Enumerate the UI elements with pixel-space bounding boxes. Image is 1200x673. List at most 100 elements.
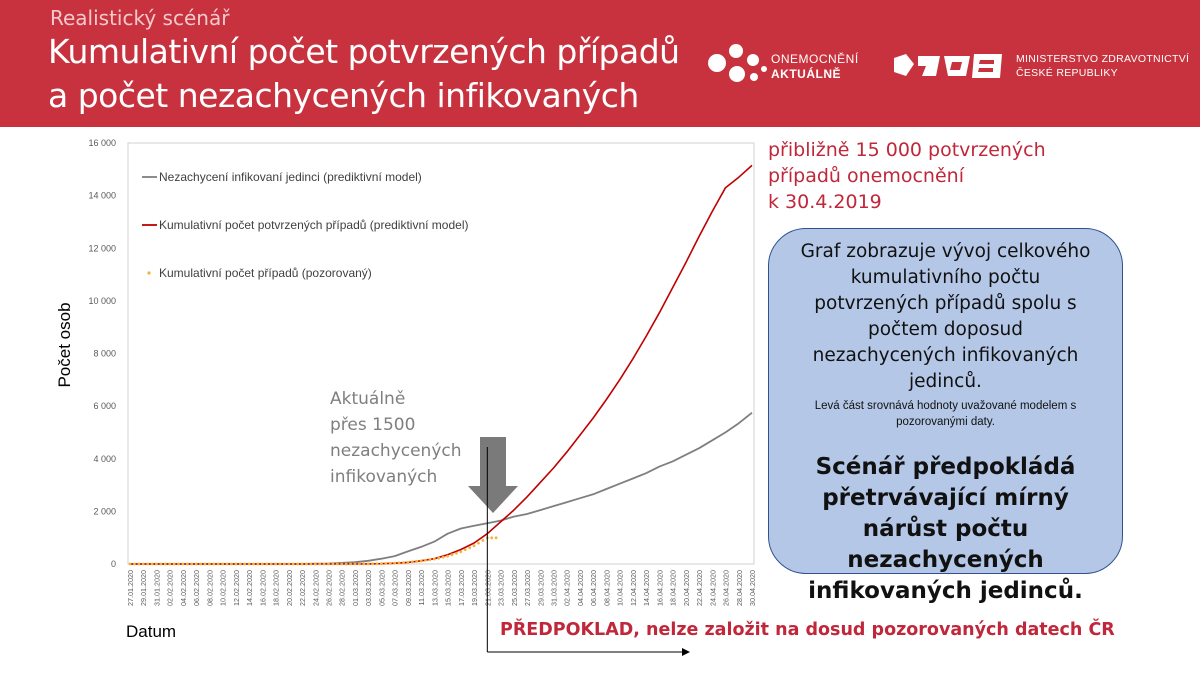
cumulative-cases-chart: 0 2 000 4 000 6 000 8 000 10 000 12 000 14 000 1… [55, 138, 757, 656]
slide-title-line1: Kumulativní počet potvrzených případů [48, 32, 680, 71]
observed-point [428, 558, 432, 562]
observed-point [455, 551, 458, 555]
observed-point [177, 562, 180, 566]
observed-point [450, 553, 454, 557]
down-arrow-icon [468, 437, 518, 513]
x-tick-label: 20.04.2020 [682, 570, 691, 606]
observed-point [459, 550, 463, 554]
observed-point [243, 562, 247, 566]
x-tick-label: 12.02.2020 [232, 570, 241, 606]
x-tick-label: 19.03.2020 [470, 570, 479, 606]
observed-point [208, 562, 211, 566]
observed-point [203, 562, 207, 566]
x-tick-label: 27.01.2020 [126, 570, 135, 606]
x-tick-label: 04.04.2020 [576, 570, 585, 606]
forecast-annotation: přibližně 15 000 potvrzených případů one… [768, 139, 1046, 213]
observed-point [269, 562, 273, 566]
y-tick-label: 12 000 [88, 243, 116, 253]
undetected-series-line [130, 411, 753, 565]
x-tick-label: 22.02.2020 [298, 570, 307, 606]
observed-point [402, 561, 405, 565]
legend-confirmed-model-label: Kumulativní počet potvrzených případů (p… [159, 218, 469, 232]
x-tick-label: 08.04.2020 [602, 570, 611, 606]
x-tick-label: 24.02.2020 [311, 570, 320, 606]
x-tick-label: 26.04.2020 [722, 570, 731, 606]
observed-point [282, 562, 286, 566]
observed-point [291, 562, 295, 566]
observed-point [238, 562, 242, 566]
x-tick-label: 24.04.2020 [708, 570, 717, 606]
observed-point [318, 562, 322, 566]
observed-point [468, 546, 472, 550]
x-tick-label: 06.04.2020 [589, 570, 598, 606]
observed-point [133, 562, 136, 566]
observed-point [141, 562, 145, 566]
observed-point [349, 562, 352, 566]
observed-point [194, 562, 198, 566]
x-tick-label: 12.04.2020 [629, 570, 638, 606]
observed-point [274, 562, 277, 566]
observed-point [481, 539, 485, 542]
x-tick-label: 25.03.2020 [510, 570, 519, 606]
observed-point [230, 562, 233, 566]
observed-point [190, 562, 194, 566]
x-axis-label: Datum [126, 622, 176, 641]
x-tick-label: 16.04.2020 [655, 570, 664, 606]
x-tick-label: 11.03.2020 [417, 570, 426, 605]
observed-point [172, 562, 176, 566]
plot-area [127, 142, 755, 565]
x-tick-label: 23.03.2020 [497, 570, 506, 606]
observed-point [278, 562, 282, 566]
x-tick-label: 01.03.2020 [351, 570, 360, 606]
observed-point [397, 561, 401, 565]
observed-point [477, 541, 480, 545]
onemocneni-aktualne-logo-icon [708, 44, 767, 82]
observed-point [380, 562, 383, 566]
y-tick-label: 4 000 [93, 454, 116, 464]
observed-point [375, 562, 379, 566]
observed-point [340, 562, 344, 566]
confirmed-model-series-line [130, 164, 753, 565]
x-tick-label: 26.02.2020 [325, 570, 334, 606]
current-annotation-line: infikovaných [330, 467, 437, 487]
y-tick-label: 8 000 [93, 349, 116, 359]
observed-point [168, 562, 172, 566]
x-tick-label: 28.02.2020 [338, 570, 347, 606]
x-tick-label: 20.02.2020 [285, 570, 294, 606]
observed-point [155, 562, 158, 566]
observed-point [353, 562, 357, 566]
y-tick-label: 16 000 [88, 138, 116, 148]
observed-point [335, 562, 339, 566]
x-tick-label: 06.02.2020 [192, 570, 201, 606]
observed-point [494, 536, 498, 540]
ministry-logo-icon [894, 54, 1002, 78]
x-tick-label: 29.01.2020 [139, 570, 148, 606]
observed-point [181, 562, 185, 566]
legend-observed-label: Kumulativní počet případů (pozorovaný) [159, 266, 372, 280]
observed-point [159, 562, 163, 566]
x-tick-label: 10.02.2020 [219, 570, 228, 606]
y-tick-label: 2 000 [93, 506, 116, 516]
observed-point [265, 562, 269, 566]
observed-point [331, 562, 335, 566]
observed-point [419, 559, 423, 563]
x-tick-label: 08.02.2020 [205, 570, 214, 606]
x-tick-label: 15.03.2020 [444, 570, 453, 606]
observed-point [415, 560, 419, 563]
x-tick-label: 04.02.2020 [179, 570, 188, 606]
observed-point [287, 562, 291, 566]
observed-point [185, 562, 189, 566]
observed-point [410, 560, 414, 564]
x-tick-label: 07.03.2020 [391, 570, 400, 606]
x-tick-label: 30.04.2020 [748, 570, 757, 606]
observed-point [424, 558, 427, 562]
y-tick-label: 14 000 [88, 191, 116, 201]
slide-title-line2: a počet nezachycených infikovaných [48, 76, 639, 115]
current-annotation-line: Aktuálně [330, 389, 405, 409]
current-annotation-line: přes 1500 [330, 415, 415, 435]
x-tick-label: 05.03.2020 [377, 570, 386, 606]
x-tick-label: 27.03.2020 [523, 570, 532, 606]
y-tick-label: 10 000 [88, 296, 116, 306]
observed-point [322, 562, 326, 566]
info-box-description: Graf zobrazuje vývoj celkového kumulativ… [800, 241, 1091, 392]
